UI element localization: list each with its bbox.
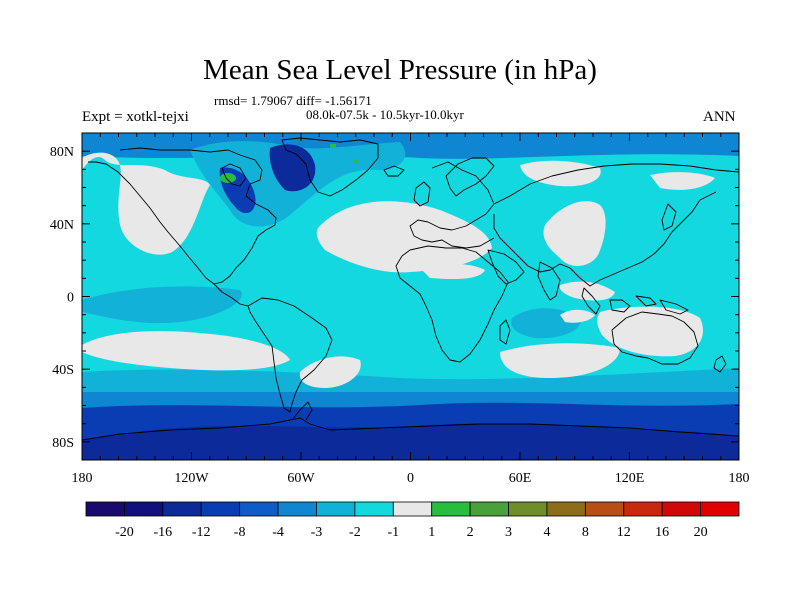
- colorbar-swatch: [700, 501, 740, 517]
- colorbar-swatch: [469, 501, 509, 517]
- colorbar-label: 20: [694, 525, 708, 540]
- colorbar-swatch: [661, 501, 701, 517]
- y-tick-label: 80N: [50, 145, 74, 160]
- colorbar-label: 1: [428, 525, 435, 540]
- colorbar-swatch: [392, 501, 433, 517]
- field-positive-greenland: [354, 160, 358, 164]
- colorbar-label: -4: [272, 525, 284, 540]
- chart-title: Mean Sea Level Pressure (in hPa): [203, 54, 597, 86]
- field-south-pacific-gray: [82, 331, 290, 371]
- coast-southeast-asia: [581, 287, 689, 315]
- coast-greenland: [281, 137, 379, 197]
- colorbar-label: 3: [505, 525, 512, 540]
- coast-arabia: [487, 249, 525, 285]
- field-southern-ocean-mid: [82, 368, 739, 392]
- y-tick-label: 40S: [52, 363, 74, 378]
- field-north-indian-gray: [560, 309, 595, 323]
- coast-japan: [661, 203, 677, 231]
- coast-south-america: [247, 297, 333, 413]
- field-east-asia-gray: [650, 172, 715, 190]
- field-asia-gray: [543, 201, 606, 266]
- coastlines: [82, 137, 739, 441]
- coast-africa: [395, 245, 509, 363]
- coast-madagascar: [499, 319, 511, 345]
- colorbar-labels: -20 -16 -12 -8 -4 -3 -2 -1 1 2 3 4 8 12 16 20: [115, 525, 708, 540]
- field-greenland-deep: [269, 144, 316, 192]
- colorbar-label: 12: [617, 525, 631, 540]
- colorbar-swatch: [85, 501, 125, 517]
- x-axis-labels: 180 120W 60W 0 60E 120E 180: [72, 471, 750, 486]
- x-tick-label: 180: [729, 471, 750, 486]
- experiment-label: Expt = xotkl-tejxi: [82, 109, 189, 125]
- colorbar: [85, 501, 740, 517]
- colorbar-label: -8: [234, 525, 246, 540]
- coast-new-zealand: [713, 355, 727, 373]
- coast-central-america: [213, 283, 249, 307]
- colorbar-swatch: [623, 501, 663, 517]
- colorbar-label: -20: [115, 525, 134, 540]
- x-tick-label: 180: [72, 471, 93, 486]
- colorbar-label: -1: [387, 525, 399, 540]
- field-positive-canada: [220, 173, 236, 183]
- coast-uk: [413, 181, 431, 207]
- colorbar-swatch: [354, 501, 394, 517]
- colorbar-label: 4: [543, 525, 550, 540]
- colorbar-label: 16: [655, 525, 669, 540]
- colorbar-swatch: [546, 501, 586, 517]
- field-antarctic: [82, 423, 739, 460]
- coast-antarctica: [82, 417, 739, 441]
- x-tick-label: 120W: [174, 471, 209, 486]
- colorbar-swatch: [277, 501, 317, 517]
- x-tick-label: 60E: [509, 471, 532, 486]
- field-south-atlantic-gray: [299, 356, 361, 388]
- colorbar-swatch: [162, 501, 202, 517]
- field-positive-arctic: [330, 144, 336, 148]
- colorbar-swatch: [508, 501, 548, 517]
- y-tick-label: 0: [67, 291, 74, 306]
- coast-antarctic-peninsula: [291, 401, 313, 421]
- colorbar-label: -12: [192, 525, 211, 540]
- y-tick-label: 80S: [52, 436, 74, 451]
- x-tick-label: 60W: [287, 471, 315, 486]
- season-label: ANN: [703, 109, 736, 125]
- field-tropical-pacific: [82, 286, 242, 324]
- field-north-atlantic-gray: [316, 201, 492, 273]
- colorbar-label: -16: [153, 525, 172, 540]
- axis-ticks: [81, 132, 740, 461]
- x-tick-label: 0: [407, 471, 414, 486]
- colorbar-swatch: [200, 501, 241, 517]
- coast-north-america: [88, 147, 277, 285]
- field-australia-gray: [597, 306, 703, 357]
- coast-asia: [493, 163, 739, 287]
- colorbar-swatch: [584, 501, 625, 517]
- colorbar-swatch: [124, 501, 164, 517]
- coast-australia: [611, 311, 699, 365]
- stats-rmsd-diff: rmsd= 1.79067 diff= -1.56171: [214, 93, 372, 108]
- pressure-field: [82, 133, 739, 460]
- y-axis-labels: 80N 40N 0 40S 80S: [50, 145, 74, 451]
- y-tick-label: 40N: [50, 218, 74, 233]
- coast-iceland: [383, 165, 405, 177]
- coast-europe: [409, 161, 495, 249]
- stats-annotation: rmsd= 1.79067 diff= -1.56171 08.0k-07.5k…: [214, 94, 464, 122]
- field-africa-gray: [420, 263, 485, 280]
- colorbar-swatch: [316, 501, 356, 517]
- colorbar-swatch: [431, 501, 471, 517]
- colorbar-label: 2: [467, 525, 474, 540]
- colorbar-label: 8: [582, 525, 589, 540]
- coast-hudson-bay: [221, 163, 247, 187]
- colorbar-label: -2: [349, 525, 361, 540]
- coast-scandinavia: [445, 157, 495, 197]
- field-south-indian-gray: [500, 343, 620, 378]
- colorbar-label: -3: [311, 525, 323, 540]
- coast-india: [537, 261, 561, 301]
- x-tick-label: 120E: [615, 471, 645, 486]
- colorbar-swatch: [239, 501, 279, 517]
- stats-period: 08.0k-07.5k - 10.5kyr-10.0kyr: [306, 107, 464, 122]
